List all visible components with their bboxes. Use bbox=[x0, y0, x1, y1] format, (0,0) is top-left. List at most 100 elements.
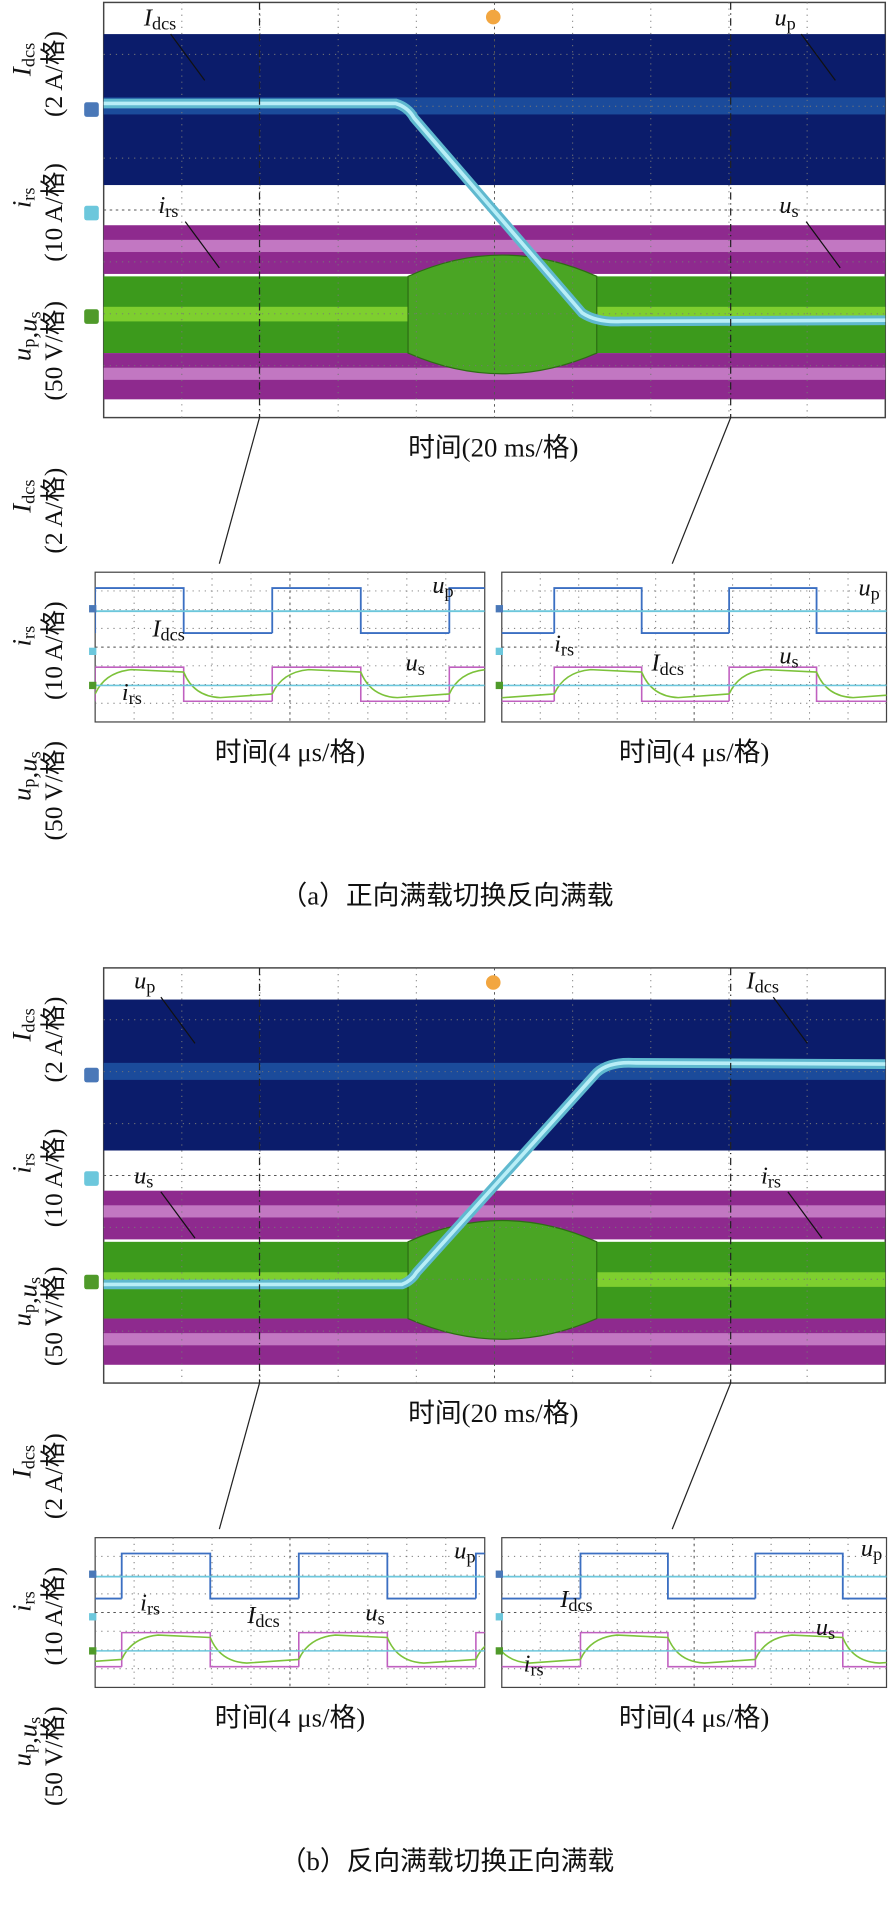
symbol-main: ,u bbox=[13, 1724, 43, 1744]
trace-us bbox=[501, 666, 887, 703]
x-axis-label: 时间(20 ms/格) bbox=[408, 433, 578, 463]
y-axis-unit: (10 A/格) bbox=[39, 163, 68, 262]
channel-marker bbox=[495, 1570, 504, 1578]
trace-label: up bbox=[432, 571, 453, 601]
symbol-main: i bbox=[554, 630, 561, 657]
green-bulge bbox=[407, 254, 598, 375]
symbol-sub: dcs bbox=[19, 1445, 39, 1469]
trace-label: Idcs bbox=[745, 967, 778, 997]
symbol-sub: s bbox=[792, 201, 799, 221]
symbol-main: I bbox=[246, 1601, 257, 1628]
symbol-sub: p bbox=[19, 778, 39, 787]
y-axis-unit: (50 V/格) bbox=[39, 741, 68, 841]
symbol-sub: p bbox=[466, 1547, 475, 1567]
symbol-main: u bbox=[859, 574, 871, 601]
symbol-main: u bbox=[7, 348, 37, 361]
symbol-sub: p bbox=[19, 1744, 39, 1753]
symbol-main: I bbox=[151, 615, 162, 642]
symbol-main: I bbox=[7, 1468, 37, 1479]
trace-irs bbox=[501, 1634, 887, 1664]
y-axis-symbol: Idcs bbox=[7, 1008, 39, 1042]
symbol-sub: dcs bbox=[19, 43, 39, 67]
trace-label: irs bbox=[122, 679, 142, 709]
symbol-sub: s bbox=[792, 652, 799, 672]
symbol-main: i bbox=[122, 679, 129, 706]
y-axis-unit: (10 A/格) bbox=[39, 1567, 68, 1666]
channel-marker bbox=[89, 1647, 97, 1655]
symbol-main: I bbox=[7, 503, 37, 514]
x-axis-label: 时间(4 μs/格) bbox=[215, 1702, 365, 1732]
symbol-main: u bbox=[779, 642, 791, 669]
trace-label: irs bbox=[554, 630, 574, 660]
trace-label: up bbox=[861, 1534, 882, 1564]
trace-label: irs bbox=[761, 1162, 781, 1192]
channel-marker bbox=[84, 205, 99, 221]
symbol-main: I bbox=[745, 967, 756, 994]
symbol-sub: dcs bbox=[755, 977, 779, 997]
trigger-marker bbox=[485, 975, 501, 990]
y-axis-unit: (10 A/格) bbox=[39, 601, 68, 700]
y-axis-symbol: Idcs bbox=[7, 479, 39, 513]
channel-marker bbox=[84, 1067, 99, 1083]
channel-marker bbox=[495, 681, 504, 690]
symbol-main: I bbox=[7, 1032, 37, 1043]
channel-marker bbox=[89, 681, 97, 690]
channel-marker bbox=[495, 647, 504, 656]
trace-label: Idcs bbox=[143, 4, 176, 34]
symbol-sub: p bbox=[445, 581, 454, 601]
symbol-sub: s bbox=[25, 311, 45, 318]
channel-marker bbox=[84, 1274, 99, 1290]
symbol-sub: dcs bbox=[568, 1595, 592, 1615]
symbol-main: i bbox=[761, 1162, 768, 1189]
y-axis-unit: (2 A/格) bbox=[39, 997, 68, 1083]
trace-label: up bbox=[859, 574, 880, 604]
trace-us bbox=[501, 1631, 887, 1668]
zoom-traces bbox=[501, 587, 887, 703]
channel-marker bbox=[495, 1613, 504, 1621]
trace-label: Idcs bbox=[559, 1586, 592, 1616]
symbol-main: u bbox=[779, 192, 791, 219]
leader bbox=[772, 996, 808, 1044]
y-axis-unit: (10 A/格) bbox=[39, 1129, 68, 1228]
y-axis-unit: (50 V/格) bbox=[39, 301, 68, 401]
leader bbox=[787, 1191, 823, 1239]
symbol-main: u bbox=[134, 967, 146, 994]
trace-label: us bbox=[406, 649, 425, 679]
trace-label: us bbox=[365, 1599, 384, 1629]
symbol-main: i bbox=[524, 1650, 531, 1677]
symbol-main: u bbox=[7, 1313, 37, 1326]
channel-marker bbox=[84, 1171, 99, 1186]
connector bbox=[671, 1382, 732, 1530]
trace-label: us bbox=[816, 1614, 835, 1644]
y-axis-symbol: up,us bbox=[7, 1717, 45, 1767]
trace-label: Idcs bbox=[151, 615, 184, 645]
trace-label: us bbox=[134, 1162, 153, 1192]
symbol-sub: s bbox=[146, 1172, 153, 1192]
symbol-sub: p bbox=[787, 14, 796, 34]
leader bbox=[800, 33, 836, 81]
symbol-sub: dcs bbox=[152, 14, 176, 34]
symbol-main: I bbox=[559, 1586, 570, 1613]
trace-irs bbox=[95, 668, 485, 699]
symbol-main: ,u bbox=[13, 318, 43, 338]
trace-irs bbox=[95, 1634, 485, 1664]
symbol-main: I bbox=[143, 4, 154, 31]
symbol-main: u bbox=[7, 788, 37, 801]
y-axis-symbol: irs bbox=[7, 1153, 39, 1174]
symbol-sub: rs bbox=[19, 188, 39, 201]
y-axis-unit: (50 V/格) bbox=[39, 1266, 68, 1366]
trace-label: Idcs bbox=[651, 649, 684, 679]
green-bulge bbox=[407, 1220, 598, 1340]
symbol-main: i bbox=[7, 1604, 37, 1611]
connector bbox=[218, 1382, 261, 1530]
trace-label: irs bbox=[140, 1589, 160, 1619]
connector bbox=[671, 417, 732, 564]
y-axis-symbol: up,us bbox=[7, 311, 45, 361]
symbol-main: u bbox=[816, 1614, 828, 1641]
symbol-sub: rs bbox=[19, 1591, 39, 1604]
symbol-main: i bbox=[7, 1166, 37, 1173]
symbol-main: u bbox=[7, 1753, 37, 1766]
symbol-main: u bbox=[134, 1162, 146, 1189]
trace-up bbox=[95, 1552, 485, 1600]
